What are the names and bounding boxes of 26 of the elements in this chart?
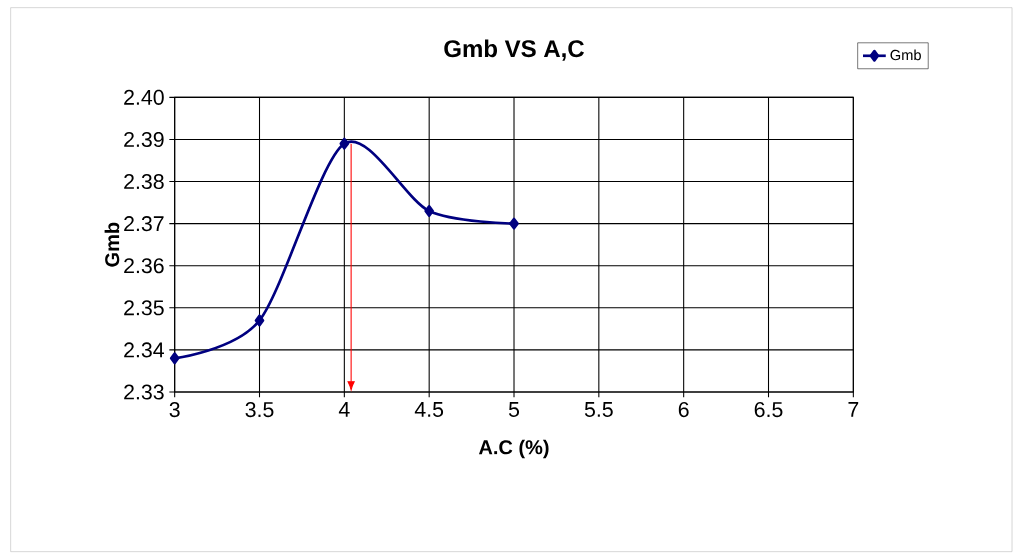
point	[509, 217, 519, 230]
x-tick-label: 5	[508, 402, 520, 417]
x-tick-label: 5.5	[584, 402, 613, 417]
point	[339, 137, 350, 150]
chart-title: Gmb VS A,C	[444, 39, 585, 61]
point	[254, 314, 265, 327]
point	[424, 204, 435, 217]
x-tick-label: 3	[169, 402, 180, 418]
y-tick-label: 2.33	[124, 384, 164, 400]
x-tick-label: 6	[678, 402, 689, 418]
x-tick-label: 7	[848, 402, 859, 417]
point	[169, 352, 180, 365]
x-tick-label: 4.5	[414, 402, 444, 417]
y-tick-label: 2.35	[124, 300, 164, 316]
x-axis-title: A.C (%)	[478, 439, 549, 459]
y-tick-label: 2.38	[124, 173, 164, 190]
x-tick-label: 3.5	[245, 402, 274, 418]
y-tick-label: 2.37	[124, 216, 164, 232]
y-tick-label: 2.36	[124, 258, 164, 274]
x-tick-label: 6.5	[754, 402, 783, 418]
y-axis-title: Gmb	[104, 222, 120, 267]
x-tick-label: 4	[338, 402, 350, 417]
legend-label: Gmb	[890, 49, 921, 61]
y-tick-label: 2.40	[124, 89, 164, 105]
y-tick-label: 2.39	[124, 131, 164, 147]
y-tick-label: 2.34	[124, 342, 164, 358]
